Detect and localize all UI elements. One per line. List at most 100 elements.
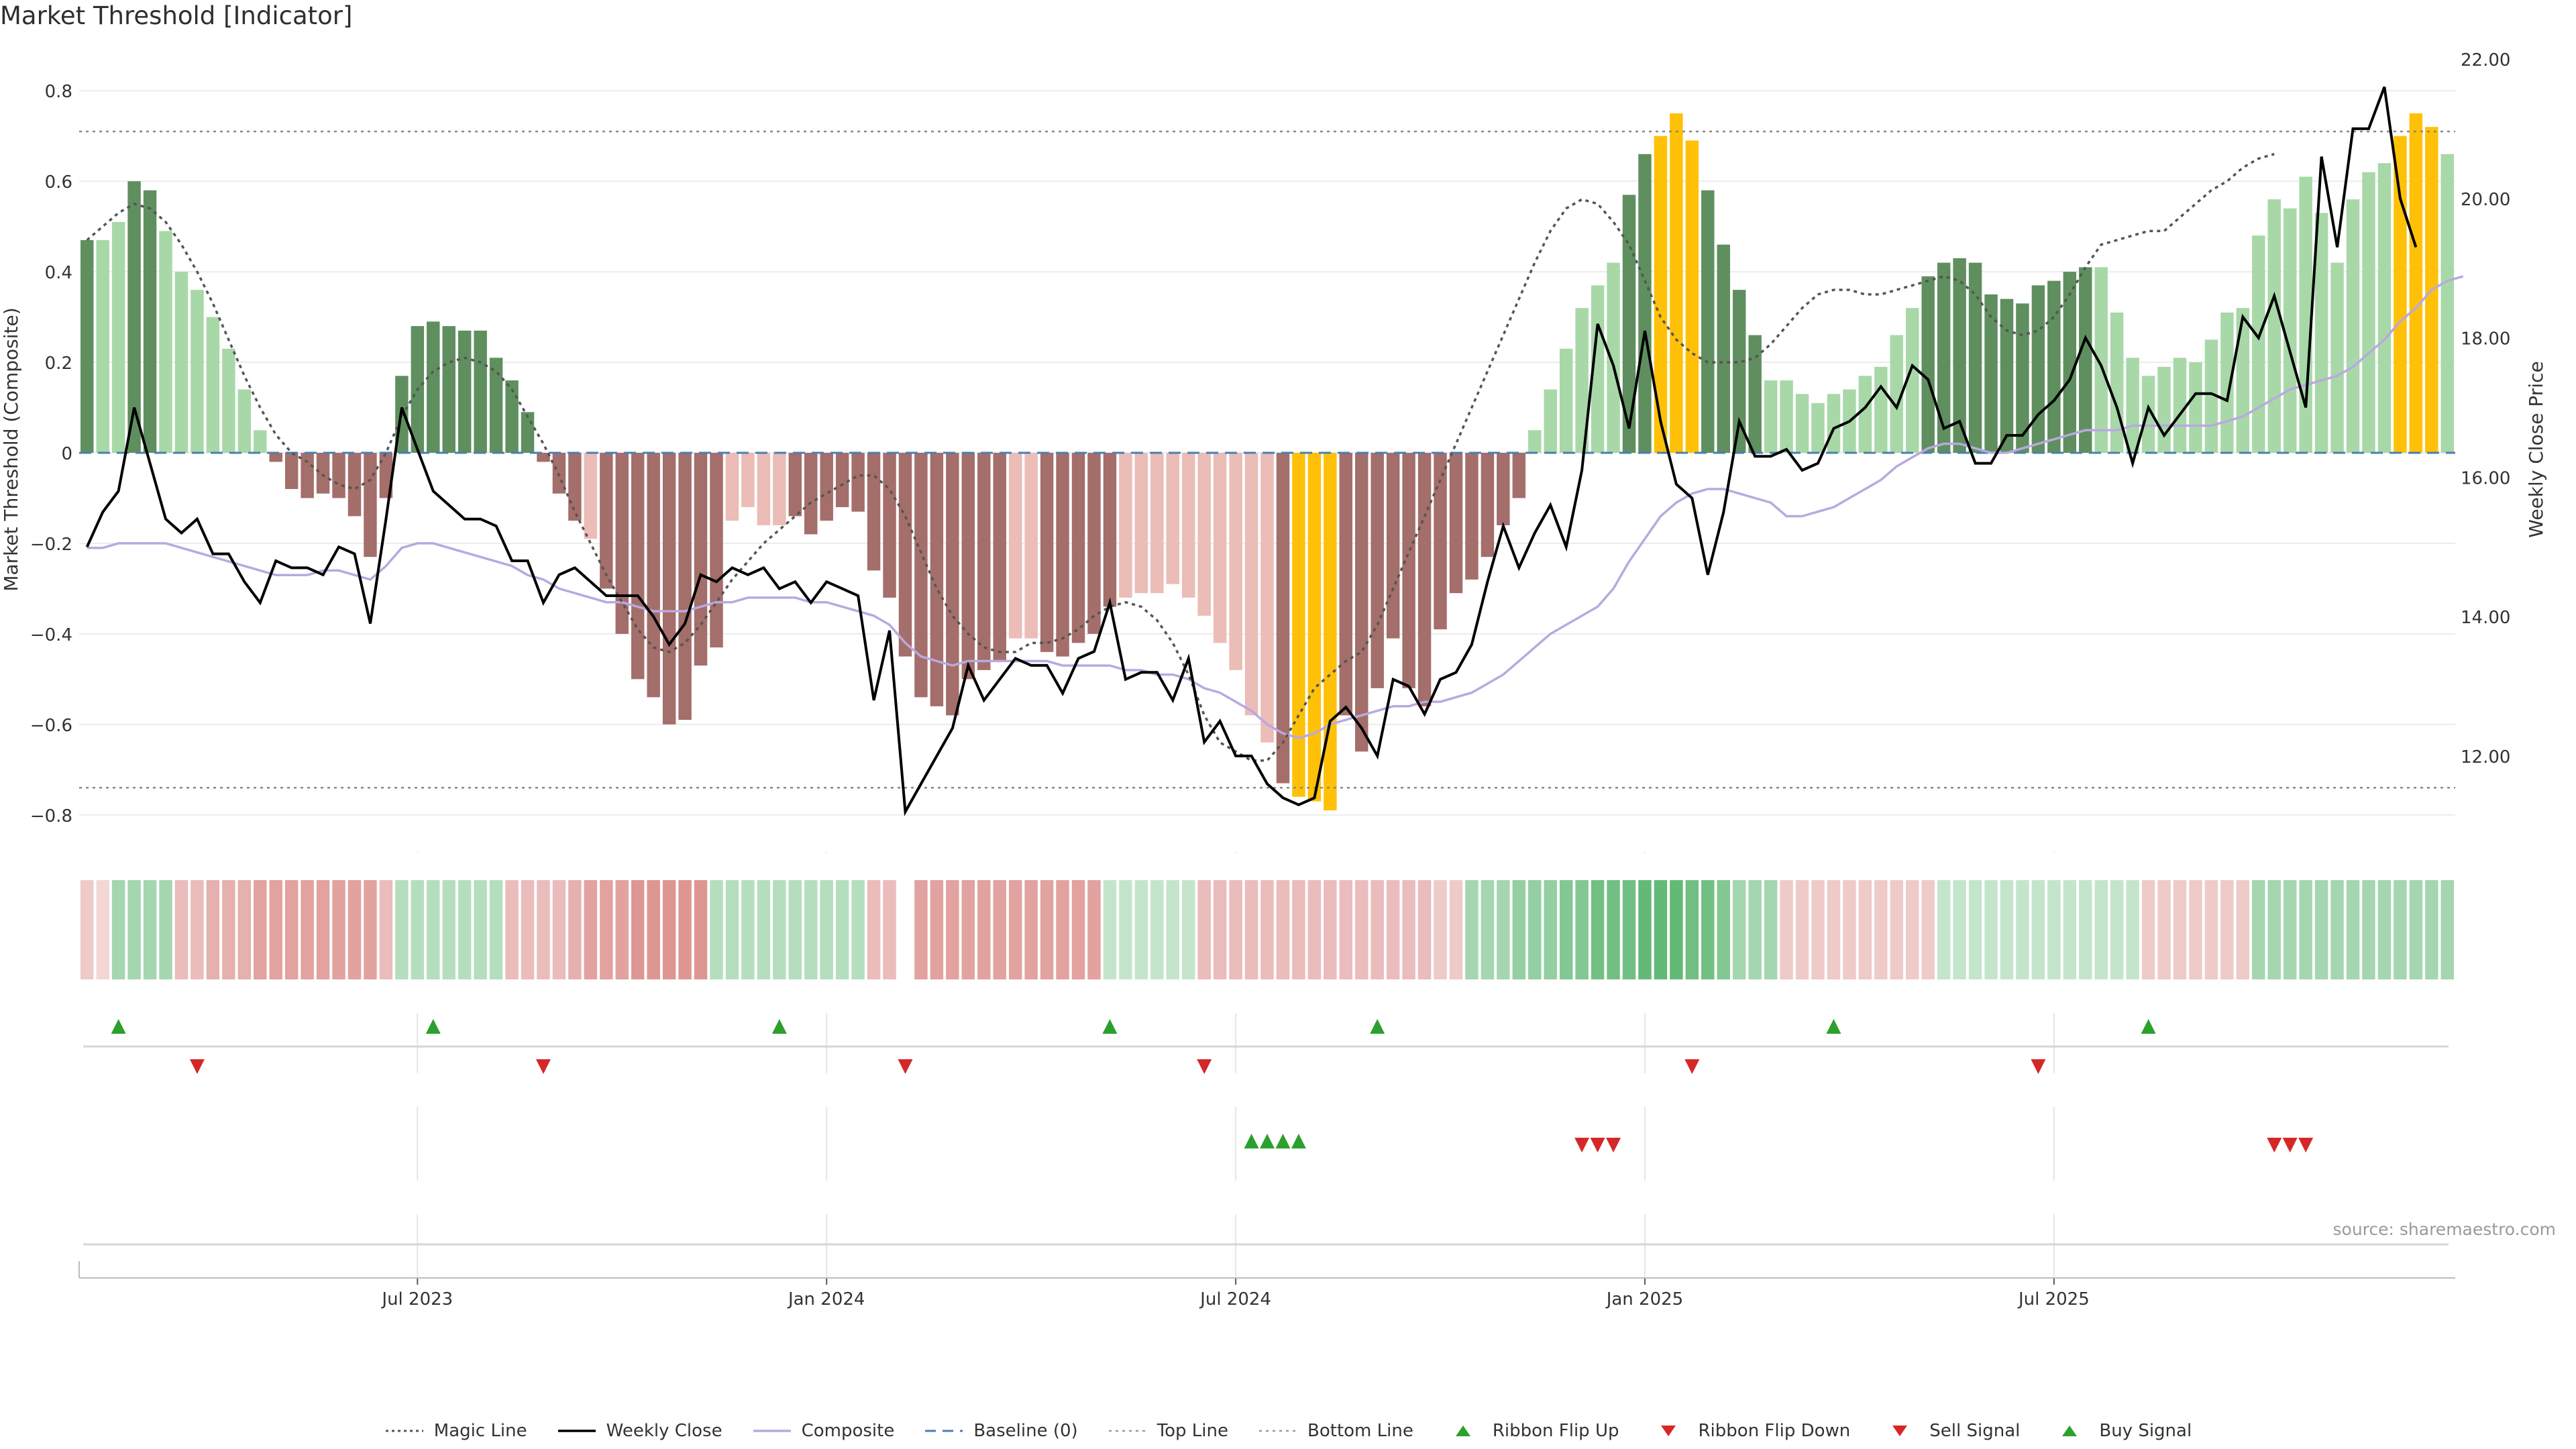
y-tick-label-left: 0.4: [45, 263, 72, 283]
axes: 0.8 0.6 0.4 0.2 0 −0.2 −0.4 −0.6 −0.8 22.00 20.00 1…: [30, 50, 2511, 1309]
ribbon-cell: [2267, 880, 2281, 979]
threshold-bar: [1417, 453, 1432, 706]
ribbon-cell: [1150, 880, 1164, 979]
ribbon-flip-down-marker: [2031, 1059, 2046, 1074]
ribbon-cell: [1685, 880, 1699, 979]
threshold-bar: [1685, 140, 1699, 453]
threshold-bar: [254, 430, 267, 453]
y-axis-label-right: Weekly Close Price: [2525, 361, 2547, 537]
threshold-bar: [80, 239, 94, 453]
ribbon-cell: [269, 880, 282, 979]
threshold-bar: [1701, 190, 1715, 453]
threshold-bar: [1087, 453, 1101, 634]
y-tick-label-right: 16.00: [2461, 468, 2510, 488]
ribbon-cell: [521, 880, 535, 979]
threshold-bar: [521, 412, 535, 453]
legend-label: Buy Signal: [2099, 1421, 2192, 1441]
legend-item: Bottom Line: [1258, 1421, 1413, 1441]
threshold-bar: [662, 453, 676, 724]
ribbon-cell: [1119, 880, 1132, 979]
threshold-bar: [1953, 258, 1966, 453]
threshold-bar: [127, 181, 141, 453]
threshold-bar: [2252, 235, 2265, 453]
threshold-bar: [1197, 453, 1211, 616]
threshold-bar: [2016, 303, 2029, 453]
threshold-bar: [757, 453, 771, 525]
ribbon-cell: [2079, 880, 2092, 979]
threshold-bar: [631, 453, 645, 680]
threshold-bar: [1622, 195, 1636, 453]
threshold-bar: [2000, 299, 2014, 453]
ribbon-cell: [1874, 880, 1888, 979]
threshold-bar: [2267, 199, 2281, 453]
threshold-bar: [2409, 113, 2423, 453]
ribbon-cell: [395, 880, 409, 979]
threshold-bar: [1921, 276, 1935, 453]
ribbon-cell: [867, 880, 881, 979]
ribbon-cell: [1748, 880, 1762, 979]
legend-label: Ribbon Flip Down: [1698, 1421, 1851, 1441]
ribbon-cell: [647, 880, 660, 979]
x-tick-label: Jul 2023: [380, 1289, 453, 1309]
legend: Magic Line Weekly Close Composite Baseline …: [0, 1421, 2576, 1441]
ribbon-cell: [489, 880, 503, 979]
ribbon-cell: [1040, 880, 1054, 979]
ribbon-flip-down-marker: [1197, 1059, 1212, 1074]
chart-title: Market Threshold [Indicator]: [0, 1, 353, 30]
ribbon-cell: [584, 880, 598, 979]
threshold-bar: [2047, 280, 2061, 453]
ribbon-cell: [741, 880, 755, 979]
threshold-bar: [1654, 136, 1668, 453]
threshold-bar: [804, 453, 818, 535]
ribbon-cell: [1780, 880, 1793, 979]
buy-signal-marker: [1244, 1134, 1259, 1148]
legend-label: Ribbon Flip Up: [1492, 1421, 1619, 1441]
ribbon-cell: [2031, 880, 2045, 979]
legend-label: Bottom Line: [1307, 1421, 1413, 1441]
ribbon-cell: [977, 880, 991, 979]
ribbon-cell: [364, 880, 377, 979]
threshold-bar: [364, 453, 377, 557]
ribbon-cell: [1213, 880, 1227, 979]
ribbon-cell: [1434, 880, 1447, 979]
ribbon-cell: [930, 880, 944, 979]
ribbon-flip-down-marker: [898, 1059, 913, 1074]
ribbon-cell: [2330, 880, 2344, 979]
threshold-bar: [505, 380, 519, 453]
ribbon-cell: [631, 880, 645, 979]
ribbon-cell: [474, 880, 487, 979]
threshold-bar: [914, 453, 928, 698]
threshold-bar: [1512, 453, 1526, 498]
threshold-bar: [1056, 453, 1069, 657]
threshold-bar: [710, 453, 723, 648]
threshold-bar: [615, 453, 629, 634]
ribbon-cell: [2394, 880, 2407, 979]
threshold-bar: [1434, 453, 1447, 630]
dashed-line-icon: [924, 1423, 964, 1439]
ribbon-cell: [1607, 880, 1620, 979]
threshold-bar: [442, 326, 455, 453]
ribbon-flip-up-marker: [425, 1019, 441, 1034]
x-tick-label: Jul 2025: [2017, 1289, 2090, 1309]
threshold-bar: [1008, 453, 1022, 639]
ribbon-flip-up-marker: [2141, 1019, 2156, 1034]
ribbon-cell: [1402, 880, 1415, 979]
ribbon-cell: [2425, 880, 2438, 979]
ribbon-flip-down-marker: [535, 1059, 551, 1074]
ribbon-cell: [883, 880, 896, 979]
threshold-bar: [1937, 262, 1951, 453]
triangle-up-icon: [1443, 1423, 1483, 1439]
threshold-bar: [584, 453, 598, 539]
threshold-bar: [143, 190, 157, 453]
threshold-bar: [930, 453, 944, 706]
y-tick-label-right: 14.00: [2461, 608, 2510, 628]
ribbon-cell: [615, 880, 629, 979]
x-tick-label: Jan 2025: [1605, 1289, 1684, 1309]
ribbon-cell: [143, 880, 157, 979]
ribbon-cell: [1638, 880, 1652, 979]
threshold-bar: [1764, 380, 1778, 453]
y-tick-label-right: 12.00: [2461, 747, 2510, 767]
threshold-bar: [2141, 376, 2155, 453]
threshold-bar: [2173, 358, 2187, 453]
legend-label: Baseline (0): [973, 1421, 1078, 1441]
